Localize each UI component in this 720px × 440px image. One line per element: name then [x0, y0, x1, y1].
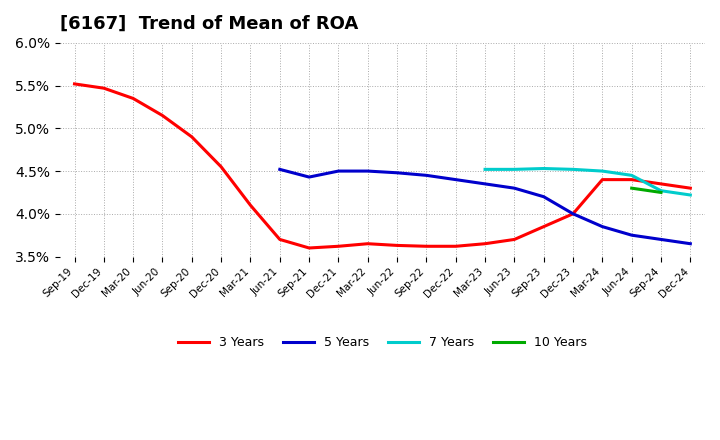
- 3 Years: [305, 246, 313, 251]
- 5 Years: [657, 237, 665, 242]
- 5 Years: [334, 169, 343, 174]
- 5 Years: [510, 186, 518, 191]
- 10 Years: [657, 190, 665, 195]
- 5 Years: [569, 211, 577, 216]
- 7 Years: [510, 167, 518, 172]
- 7 Years: [598, 169, 607, 174]
- 7 Years: [657, 188, 665, 193]
- 3 Years: [598, 177, 607, 182]
- 10 Years: [627, 186, 636, 191]
- 3 Years: [334, 244, 343, 249]
- 3 Years: [70, 81, 78, 87]
- 7 Years: [539, 166, 548, 171]
- 3 Years: [364, 241, 372, 246]
- 3 Years: [276, 237, 284, 242]
- 3 Years: [187, 134, 196, 139]
- 3 Years: [627, 177, 636, 182]
- Line: 3 Years: 3 Years: [74, 84, 690, 248]
- 5 Years: [539, 194, 548, 199]
- 5 Years: [276, 167, 284, 172]
- 3 Years: [569, 211, 577, 216]
- 3 Years: [451, 244, 460, 249]
- 5 Years: [481, 181, 490, 187]
- 5 Years: [627, 232, 636, 238]
- 5 Years: [364, 169, 372, 174]
- Text: [6167]  Trend of Mean of ROA: [6167] Trend of Mean of ROA: [60, 15, 358, 33]
- 3 Years: [246, 202, 255, 208]
- 5 Years: [686, 241, 695, 246]
- 3 Years: [686, 186, 695, 191]
- 3 Years: [422, 244, 431, 249]
- 3 Years: [481, 241, 490, 246]
- 3 Years: [657, 181, 665, 187]
- Line: 7 Years: 7 Years: [485, 169, 690, 195]
- 7 Years: [686, 192, 695, 198]
- 5 Years: [422, 173, 431, 178]
- 5 Years: [451, 177, 460, 182]
- 7 Years: [569, 167, 577, 172]
- 3 Years: [99, 85, 108, 91]
- 3 Years: [510, 237, 518, 242]
- 3 Years: [539, 224, 548, 229]
- Line: 10 Years: 10 Years: [631, 188, 661, 192]
- 3 Years: [217, 164, 225, 169]
- Line: 5 Years: 5 Years: [280, 169, 690, 244]
- 3 Years: [129, 96, 138, 101]
- 5 Years: [598, 224, 607, 229]
- Legend: 3 Years, 5 Years, 7 Years, 10 Years: 3 Years, 5 Years, 7 Years, 10 Years: [173, 331, 592, 354]
- 5 Years: [393, 170, 402, 176]
- 5 Years: [305, 174, 313, 180]
- 3 Years: [393, 243, 402, 248]
- 7 Years: [481, 167, 490, 172]
- 7 Years: [627, 173, 636, 178]
- 3 Years: [158, 113, 167, 118]
